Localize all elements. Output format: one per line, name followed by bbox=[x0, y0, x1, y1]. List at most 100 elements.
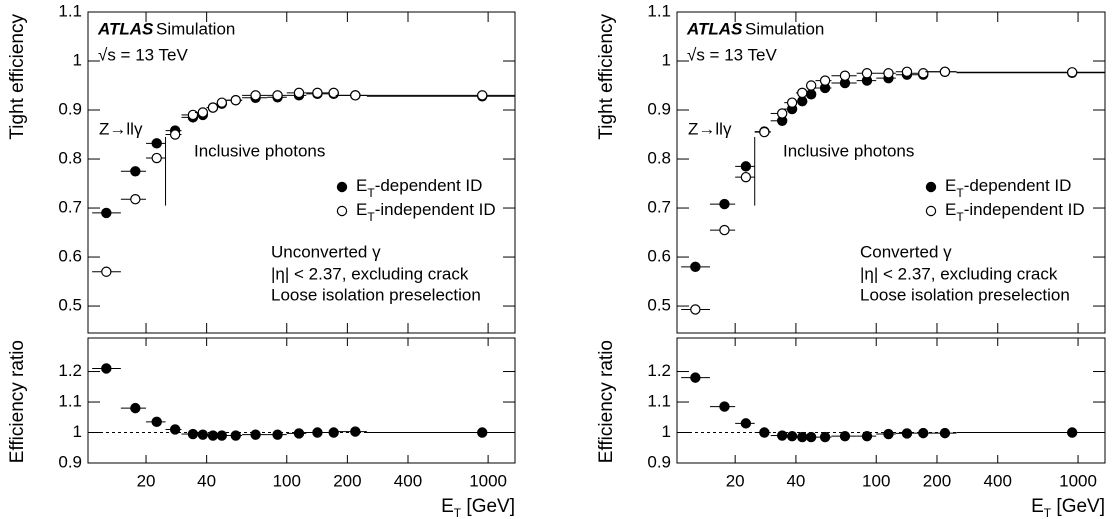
data-point bbox=[690, 372, 701, 383]
x-tick-label: 100 bbox=[273, 471, 301, 490]
data-point bbox=[819, 75, 831, 86]
data-point bbox=[861, 68, 873, 79]
x-tick-label: 1000 bbox=[469, 471, 507, 490]
data-point bbox=[740, 171, 752, 183]
annotation: Z→llγ bbox=[99, 119, 143, 138]
annotation: |η| < 2.37, excluding crack bbox=[860, 264, 1058, 283]
annotation: |η| < 2.37, excluding crack bbox=[271, 264, 469, 283]
data-point bbox=[350, 426, 361, 437]
data-point bbox=[839, 430, 851, 442]
data-point bbox=[130, 402, 141, 414]
data-point bbox=[293, 428, 305, 439]
y-axis-label: Tight efficiency bbox=[7, 14, 28, 140]
data-point bbox=[101, 363, 112, 374]
data-point bbox=[101, 207, 112, 219]
data-point bbox=[719, 224, 730, 236]
data-point bbox=[805, 89, 817, 100]
data-point bbox=[216, 97, 228, 108]
data-point bbox=[207, 102, 219, 113]
annotation: Inclusive photons bbox=[783, 141, 914, 160]
annotation: ATLAS bbox=[97, 19, 154, 38]
y-tick-label: 1 bbox=[73, 50, 82, 69]
main-frame bbox=[87, 11, 516, 334]
y-tick-label: 0.8 bbox=[58, 149, 82, 168]
x-tick-label: 40 bbox=[197, 471, 216, 490]
data-point bbox=[328, 87, 339, 99]
legend-label: ET-dependent ID bbox=[945, 176, 1071, 200]
data-point bbox=[216, 430, 228, 441]
data-point bbox=[861, 430, 873, 442]
annotation: Z→llγ bbox=[688, 119, 732, 138]
data-point bbox=[250, 429, 261, 440]
data-point bbox=[197, 107, 209, 118]
annotation: Converted γ bbox=[860, 242, 952, 261]
ratio-frame bbox=[676, 337, 1106, 464]
data-point bbox=[130, 166, 141, 177]
y-tick-label: 0.9 bbox=[647, 99, 671, 118]
y-tick-label: 1 bbox=[662, 50, 671, 69]
y-tick-label: 0.6 bbox=[58, 247, 82, 266]
annotation: √s = 13 TeV bbox=[687, 45, 777, 64]
legend-marker bbox=[336, 181, 348, 193]
data-point bbox=[272, 90, 283, 101]
y-tick-label: 0.9 bbox=[58, 452, 82, 471]
x-tick-label: 400 bbox=[394, 471, 422, 490]
data-point bbox=[151, 138, 162, 149]
data-point bbox=[230, 95, 241, 106]
data-point bbox=[759, 126, 770, 138]
x-tick-label: 200 bbox=[923, 471, 951, 490]
data-point bbox=[839, 70, 851, 81]
y-axis-label: Efficiency ratio bbox=[7, 340, 28, 463]
y-tick-label: 1.2 bbox=[58, 361, 82, 380]
y-axis-label: Efficiency ratio bbox=[596, 340, 617, 463]
x-tick-label: 20 bbox=[137, 471, 156, 490]
data-point bbox=[207, 430, 219, 441]
data-point bbox=[786, 97, 798, 108]
data-point bbox=[759, 427, 770, 438]
annotation: ATLAS bbox=[686, 19, 743, 38]
data-point bbox=[169, 129, 181, 140]
data-point bbox=[197, 429, 209, 440]
y-tick-label: 0.7 bbox=[647, 198, 671, 217]
annotation: Simulation bbox=[156, 19, 235, 38]
data-point bbox=[690, 261, 701, 273]
data-point bbox=[776, 108, 788, 119]
data-point bbox=[169, 424, 181, 435]
data-point bbox=[477, 90, 488, 101]
data-point bbox=[312, 427, 323, 438]
y-tick-label: 1.2 bbox=[647, 361, 671, 380]
data-point bbox=[939, 66, 951, 77]
legend-marker bbox=[925, 205, 937, 217]
data-point bbox=[797, 87, 808, 99]
data-point bbox=[477, 427, 488, 438]
data-point bbox=[272, 429, 283, 440]
data-point bbox=[250, 90, 261, 101]
legend-marker bbox=[925, 181, 937, 193]
data-point bbox=[740, 418, 752, 429]
annotation: Loose isolation preselection bbox=[271, 285, 481, 304]
data-point bbox=[883, 68, 894, 79]
annotation: Inclusive photons bbox=[194, 141, 325, 160]
data-point bbox=[805, 80, 817, 91]
main-frame bbox=[676, 11, 1106, 334]
data-point bbox=[939, 427, 951, 439]
annotation: √s = 13 TeV bbox=[98, 45, 188, 64]
legend-label: ET-dependent ID bbox=[356, 176, 482, 200]
data-point bbox=[786, 430, 798, 442]
data-point bbox=[328, 427, 339, 438]
legend-marker bbox=[336, 205, 348, 217]
data-point bbox=[719, 198, 730, 210]
data-point bbox=[1066, 67, 1078, 78]
data-point bbox=[187, 109, 199, 121]
x-tick-label: 40 bbox=[786, 471, 805, 490]
data-point bbox=[719, 401, 730, 412]
x-tick-label: 400 bbox=[984, 471, 1012, 490]
data-point bbox=[130, 194, 141, 205]
data-point bbox=[312, 87, 323, 99]
legend-label: ET-independent ID bbox=[945, 200, 1085, 224]
y-tick-label: 1 bbox=[662, 422, 671, 441]
x-tick-label: 1000 bbox=[1059, 471, 1097, 490]
annotation: Loose isolation preselection bbox=[860, 285, 1070, 304]
x-tick-label: 200 bbox=[333, 471, 361, 490]
